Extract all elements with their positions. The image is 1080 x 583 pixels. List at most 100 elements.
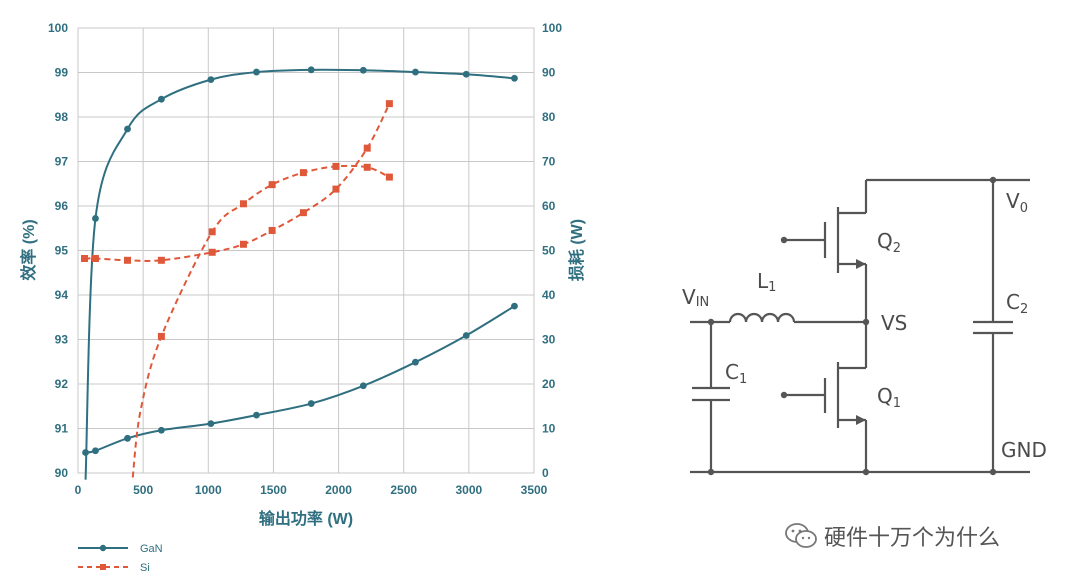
label-c2: C2 [1006,290,1028,317]
wechat-icon [785,523,817,548]
inductor-l1 [728,312,796,323]
right-y-tick-label: 40 [542,288,556,302]
x-tick-label: 1500 [260,483,287,497]
circuit-nodes [707,176,997,476]
label-gnd: GND [1001,438,1047,462]
gan-efficiency-point [253,68,260,76]
left-y-tick-label: 91 [55,422,69,436]
series-layer [81,66,518,480]
si-loss-point [332,185,340,193]
gan-loss-point [92,447,99,455]
gan-loss-point [253,411,260,419]
q2-gate-node [780,236,788,244]
label-vin: VIN [682,285,709,310]
x-tick-label: 500 [133,483,153,497]
gan-loss-line [85,305,515,454]
right-y-tick-label: 20 [542,377,556,391]
right-y-tick-label: 80 [542,110,556,124]
gan-efficiency-point [359,66,367,74]
x-axis-title: 输出功率 (W) [259,509,353,528]
legend: GaN Si [78,543,163,574]
gan-efficiency-line [84,68,515,480]
si-loss-point [208,248,216,256]
left-y-tick-label: 100 [48,21,68,35]
gan-efficiency-point [92,215,99,222]
q2-source-arrow [856,259,866,269]
label-c1: C1 [725,360,747,387]
gan-efficiency-point [207,76,215,84]
gnd-node-c2 [989,468,997,476]
si-efficiency-line [131,164,390,478]
si-efficiency-point [268,181,276,189]
label-l1: L1 [757,269,776,295]
gan-efficiency-point [462,70,470,78]
right-y-tick-label: 90 [542,66,556,80]
vin-node [707,318,715,326]
left-y-tick-label: 93 [55,333,69,347]
left-y-tick-label: 98 [55,110,69,124]
si-efficiency-point [208,228,216,236]
x-tick-labels: 0 500 1000 1500 2000 2500 3000 3500 [75,483,548,497]
q1-source-arrow [856,415,866,425]
legend-si-marker [100,564,106,570]
gan-loss-point [511,302,518,310]
gan-efficiency-point [307,66,315,74]
x-tick-label: 0 [75,483,82,497]
x-tick-label: 2500 [390,483,417,497]
si-efficiency-point [332,162,340,170]
si-loss-point [239,240,247,248]
right-y-tick-label: 0 [542,466,549,480]
si-efficiency-point [157,332,165,340]
right-y-tick-label: 60 [542,199,556,213]
gan-loss-point [462,332,470,339]
circuit-labels: VIN L1 C1 C2 Q2 Q1 V0 VS GND [682,189,1047,462]
si-loss-point [124,256,132,264]
si-loss-point [385,100,393,108]
si-efficiency-point [385,173,393,181]
gnd-node-c1 [707,468,715,476]
x-tick-label: 2000 [325,483,352,497]
gan-efficiency-point [157,95,165,103]
gan-loss-point [124,434,131,442]
right-y-tick-label: 10 [542,422,556,436]
si-efficiency-point [363,163,371,171]
left-y-axis-title: 效率 (%) [19,219,38,280]
si-loss-point [268,226,276,234]
watermark-text: 硬件十万个为什么 [824,526,1001,551]
left-y-tick-label: 95 [55,244,69,258]
right-y-tick-label: 30 [542,333,556,347]
right-y-tick-label: 50 [542,244,556,258]
left-y-tick-label: 90 [55,466,69,480]
left-y-tick-label: 99 [55,66,69,80]
label-v0: V0 [1006,189,1028,216]
si-efficiency-point [299,169,307,177]
gan-loss-point [359,382,367,390]
gan-loss-point [157,426,165,434]
gan-loss-point [412,358,419,366]
gnd-node-q1 [862,468,870,476]
x-tick-label: 3500 [521,483,548,497]
right-y-tick-label: 100 [542,21,562,35]
right-y-axis-title: 损耗 (W) [567,219,586,281]
label-vs: VS [881,311,907,335]
right-y-tick-labels: 0 10 20 30 40 50 60 70 80 90 100 [542,21,562,480]
left-y-tick-label: 97 [55,155,69,169]
si-loss-point [363,144,371,152]
si-efficiency-point [239,200,247,208]
right-y-tick-label: 70 [542,155,556,169]
gan-loss-point [307,400,315,407]
si-loss-point [299,209,307,217]
left-y-tick-labels: 90 91 92 93 94 95 96 97 98 99 100 [48,21,68,480]
si-loss-point [157,256,165,264]
gan-efficiency-point [511,74,518,82]
left-y-tick-label: 96 [55,199,69,213]
watermark: 硬件十万个为什么 [784,522,1001,551]
label-q1: Q1 [877,384,901,411]
gan-loss-point [207,420,215,428]
x-tick-label: 1000 [195,483,222,497]
legend-gan-label: GaN [140,543,163,555]
v0-node [989,176,997,184]
grid-lines [77,27,535,474]
gan-efficiency-point [412,68,419,76]
